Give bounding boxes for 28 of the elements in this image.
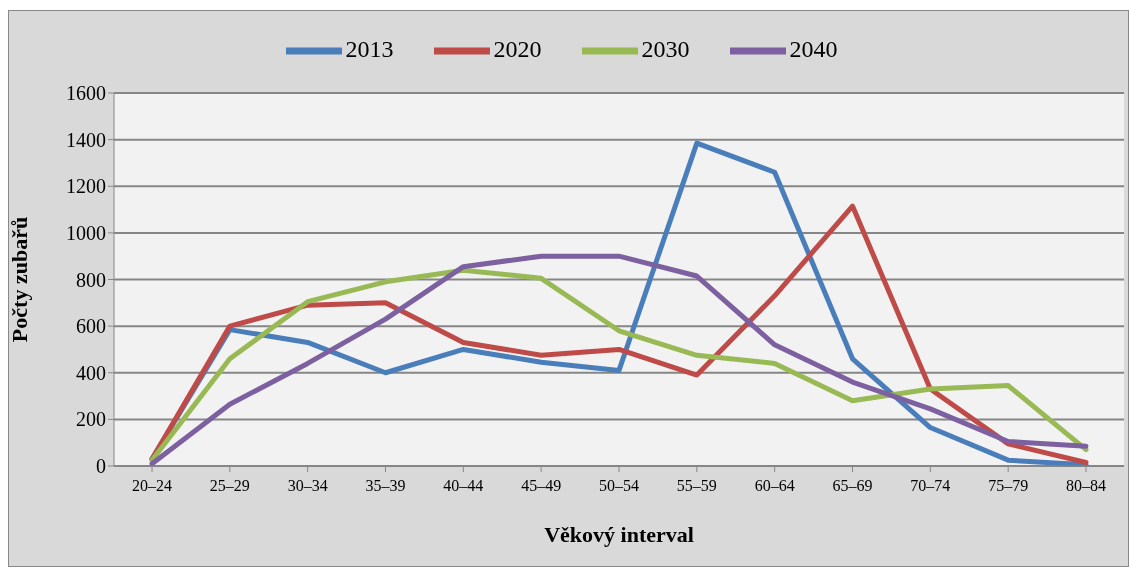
y-tick-label: 600	[76, 315, 106, 338]
legend-label: 2030	[641, 35, 690, 62]
x-tick-label: 50–54	[599, 477, 639, 495]
y-tick-label: 0	[96, 455, 106, 478]
y-tick-label: 1400	[66, 128, 106, 151]
x-tick-label: 20–24	[132, 477, 172, 495]
x-tick-label: 75–79	[988, 477, 1029, 495]
x-tick-label: 25–29	[209, 477, 250, 495]
y-tick-label: 200	[76, 408, 106, 431]
x-tick-label: 80–84	[1066, 477, 1106, 495]
y-tick-label: 1200	[66, 175, 106, 198]
legend-label: 2040	[789, 35, 838, 62]
x-tick-label: 70–74	[910, 477, 951, 495]
y-tick-label: 400	[76, 361, 106, 384]
y-tick-label: 800	[76, 268, 106, 291]
x-tick-label: 55–59	[676, 477, 717, 495]
x-tick-label: 60–64	[754, 477, 795, 495]
x-axis-title: Věkový interval	[544, 522, 694, 547]
x-tick-label: 30–34	[287, 477, 328, 495]
x-tick-label: 35–39	[365, 477, 406, 495]
x-tick-label: 65–69	[832, 477, 873, 495]
y-axis-title: Počty zubařů	[6, 216, 32, 343]
y-tick-label: 1000	[66, 221, 106, 244]
legend-label: 2013	[345, 35, 394, 62]
x-tick-label: 45–49	[521, 477, 562, 495]
legend-label: 2020	[493, 35, 542, 62]
y-tick-label: 1600	[66, 82, 106, 105]
x-tick-label: 40–44	[443, 477, 484, 495]
